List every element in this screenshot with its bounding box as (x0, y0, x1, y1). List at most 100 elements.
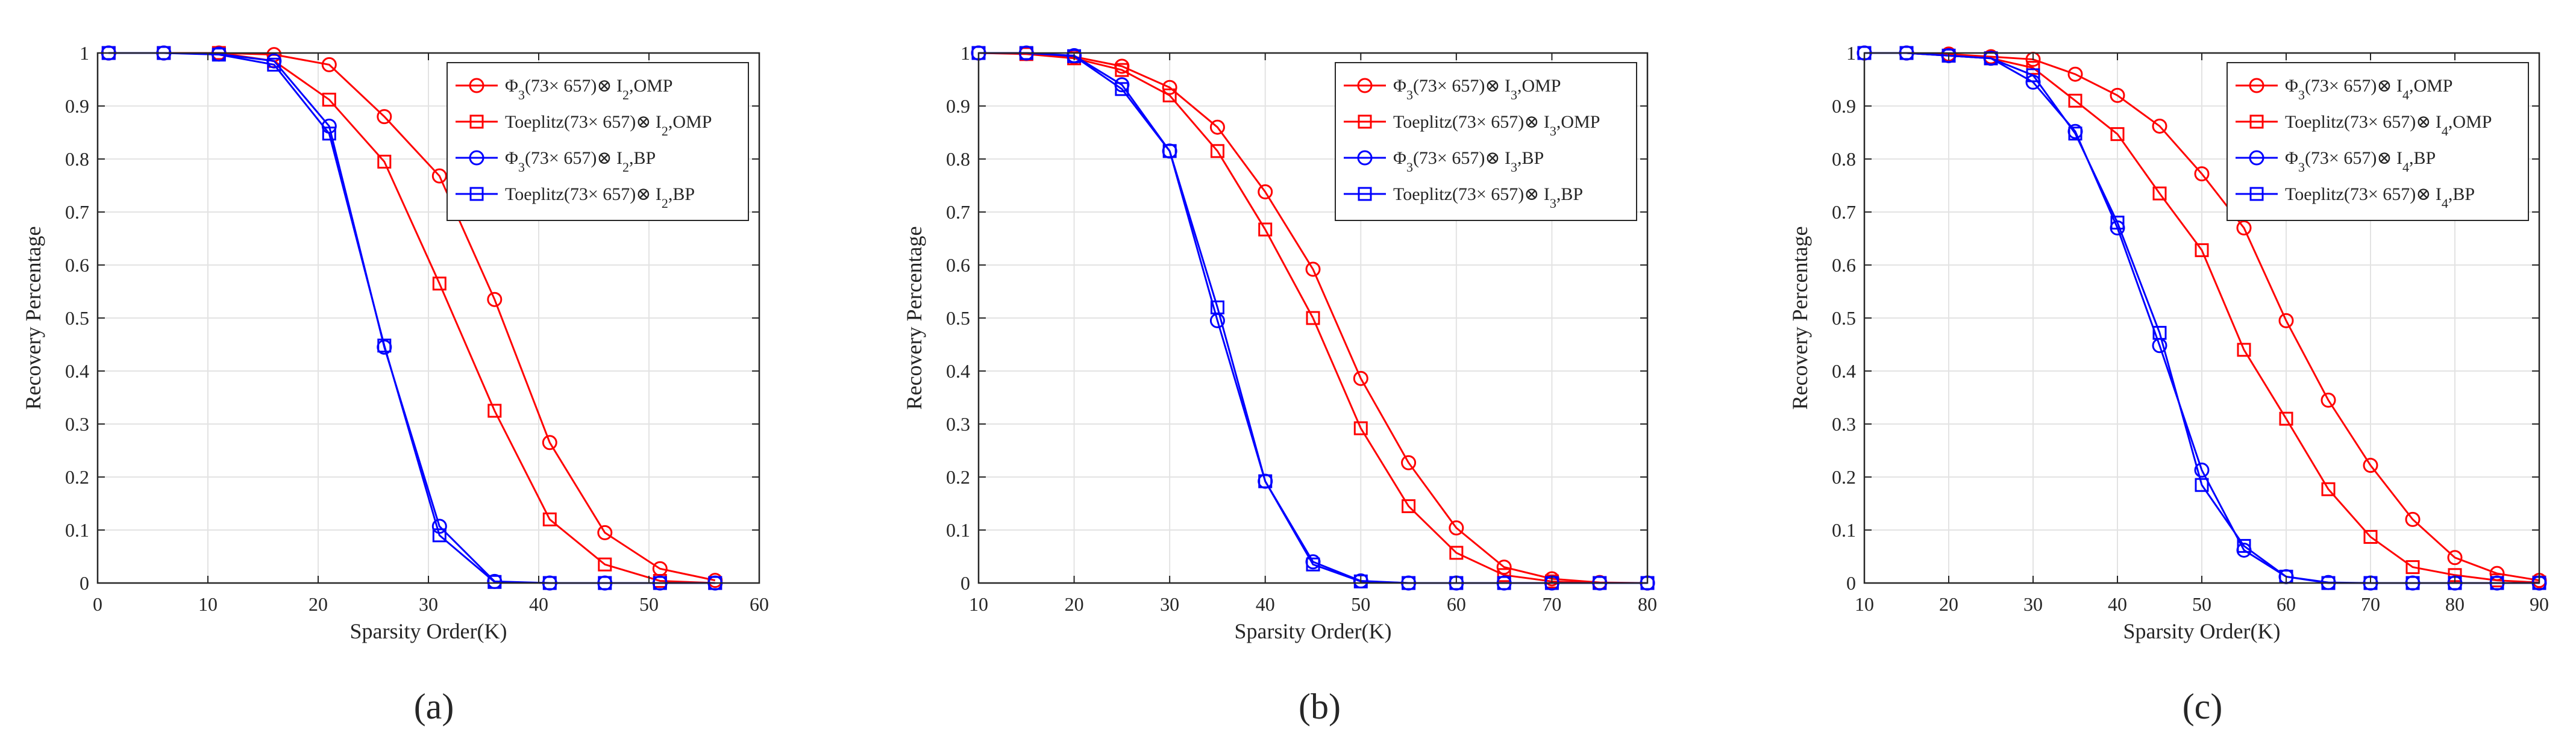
data-point-square (2068, 126, 2082, 141)
legend-text: (73× 657)⊗ I (1452, 184, 1550, 204)
legend-label: Toeplitz(73× 657)⊗ I3,BP (1393, 184, 1583, 211)
y-tick-label: 0.1 (946, 519, 970, 541)
data-point-square (2026, 61, 2040, 75)
y-tick-label: 1 (961, 42, 970, 64)
x-tick-label: 50 (1351, 593, 1370, 615)
chart-panel-b: 10 20 30 40 50 60 70 80 0 0.1 0.2 0.3 0.4 0.5 0.6 0.7 0.… (902, 42, 1657, 643)
data-point-square (1353, 421, 1368, 435)
data-point-circle (377, 109, 392, 125)
x-tick-label: 0 (93, 593, 102, 615)
y-tick-label: 0.2 (1832, 466, 1856, 488)
x-axis-label: Sparsity Order(K) (350, 619, 507, 643)
legend-text: Toeplitz (505, 112, 564, 132)
y-tick-label: 0.6 (65, 254, 89, 276)
series-line-2 (978, 52, 1647, 584)
legend-subscript: 3 (1550, 196, 1556, 211)
x-tick-label: 20 (1065, 593, 1084, 615)
legend-marker-circle (2249, 150, 2264, 166)
data-point-square (1306, 557, 1320, 572)
data-point-square (1941, 48, 1956, 63)
y-tick-label: 0 (961, 572, 970, 594)
data-point-square (432, 528, 447, 543)
legend-marker-circle (1357, 78, 1373, 93)
data-point-circle (1305, 261, 1321, 277)
legend-text: Toeplitz (2285, 112, 2344, 132)
x-tick-label: 80 (1638, 593, 1657, 615)
data-point-square (542, 512, 557, 526)
legend-text: ,OMP (1517, 76, 1561, 96)
x-tick-label: 20 (1939, 593, 1958, 615)
data-point-square (2237, 343, 2251, 357)
caption-a: (a) (414, 687, 454, 726)
series-line-1 (1864, 52, 2540, 582)
legend-subscript: 4 (2442, 196, 2448, 211)
data-point-circle (542, 435, 557, 451)
data-point-square (212, 48, 226, 62)
legend-text: ,BP (2448, 184, 2475, 204)
data-point-square (2195, 243, 2209, 257)
data-point-circle (2405, 511, 2421, 527)
y-tick-label: 0.1 (65, 519, 89, 541)
legend-label: Φ3(73× 657)⊗ I3,BP (1393, 148, 1544, 175)
data-point-square (1210, 144, 1224, 158)
data-point-circle (2236, 220, 2252, 235)
legend-text: (73× 657)⊗ I (2344, 112, 2442, 132)
data-point-square (267, 57, 281, 72)
legend-text: (73× 657)⊗ I (525, 76, 622, 96)
legend-text: Toeplitz (1393, 112, 1452, 132)
y-tick-label: 0.3 (946, 413, 970, 435)
data-point-circle (1496, 560, 1512, 575)
x-axis-label: Sparsity Order(K) (1235, 619, 1392, 643)
legend-subscript: 3 (1511, 87, 1517, 102)
data-point-square (1210, 300, 1224, 314)
caption-c: (c) (2183, 687, 2223, 726)
data-point-circle (1162, 80, 1177, 95)
legend-text: (73× 657)⊗ I (1413, 148, 1511, 168)
legend-subscript: 2 (622, 160, 629, 175)
legend-text: Φ (2285, 76, 2298, 96)
legend-subscript: 3 (2298, 160, 2305, 175)
data-point-square (1402, 499, 1416, 513)
legend-label: Toeplitz(73× 657)⊗ I4,BP (2285, 184, 2475, 211)
legend-label: Φ3(73× 657)⊗ I2,OMP (505, 76, 673, 102)
data-point-circle (431, 168, 447, 184)
legend-marker-square (2249, 187, 2264, 201)
x-tick-label: 30 (419, 593, 438, 615)
legend-marker-square (2249, 114, 2264, 129)
x-tick-label: 80 (2445, 593, 2465, 615)
data-point-square (598, 557, 612, 572)
legend-label: Φ3(73× 657)⊗ I3,OMP (1393, 76, 1561, 102)
legend-subscript: 3 (1406, 87, 1413, 102)
data-point-square (1306, 311, 1320, 325)
data-point-square (2152, 326, 2167, 340)
x-tick-label: 50 (2192, 593, 2211, 615)
y-tick-label: 0.8 (65, 148, 89, 170)
data-point-circle (2152, 118, 2167, 134)
legend-subscript: 3 (518, 87, 525, 102)
data-point-circle (2278, 313, 2294, 328)
x-tick-label: 20 (309, 593, 328, 615)
legend-text: ,BP (668, 184, 695, 204)
x-tick-label: 90 (2530, 593, 2549, 615)
chart-panel-c: 10 20 30 40 50 60 70 80 90 0 0.1 0.2 0.3 0.4 0.5 0.6 0.7… (1788, 42, 2549, 643)
x-tick-label: 70 (2361, 593, 2380, 615)
x-tick-label: 10 (969, 593, 988, 615)
y-tick-label: 0.8 (946, 148, 970, 170)
legend-marker-square (469, 187, 484, 201)
y-tick-label: 0.4 (946, 360, 970, 382)
data-point-square (2363, 529, 2378, 544)
y-tick-label: 0.4 (1832, 360, 1856, 382)
legend-text: Φ (505, 76, 518, 96)
legend-label: Toeplitz(73× 657)⊗ I4,OMP (2285, 112, 2492, 139)
y-tick-label: 0.2 (65, 466, 89, 488)
legend-text: ,BP (1517, 148, 1544, 168)
data-point-square (487, 404, 502, 418)
legend-label: Toeplitz(73× 657)⊗ I2,BP (505, 184, 695, 211)
y-tick-label: 0 (1846, 572, 1856, 594)
legend-text: Toeplitz (1393, 184, 1452, 204)
data-point-square (1353, 574, 1368, 588)
legend-text: ,BP (1556, 184, 1583, 204)
